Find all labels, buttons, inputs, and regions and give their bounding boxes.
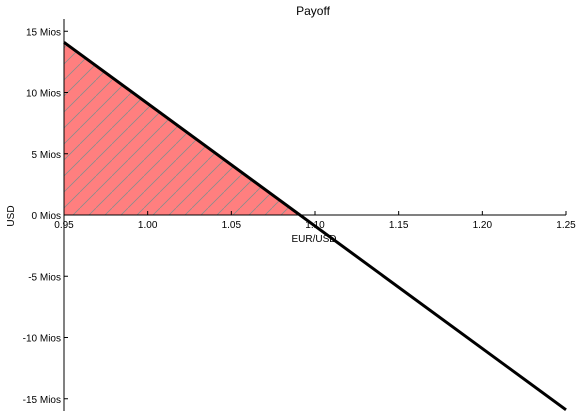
chart-title: Payoff [296,4,330,18]
x-tick-label: 1.15 [389,220,409,231]
x-tick-label: 1.25 [556,220,576,231]
y-tick-label: 5 Mios [32,150,61,161]
x-tick-label: 0.95 [54,220,74,231]
y-tick-label: -15 Mios [23,395,61,406]
y-tick-label: -10 Mios [23,334,61,345]
x-tick-label: 1.20 [473,220,493,231]
payoff-line [63,41,567,411]
x-axis-label: EUR/USD [291,234,336,245]
x-tick-label: 1.00 [138,220,158,231]
y-tick-label: 0 Mios [32,211,61,222]
y-tick-label: 10 Mios [26,89,61,100]
x-tick-label: 1.05 [222,220,242,231]
y-tick-label: -5 Mios [28,272,61,283]
y-tick-label: 15 Mios [26,27,61,38]
y-axis-label: USD [6,205,17,226]
